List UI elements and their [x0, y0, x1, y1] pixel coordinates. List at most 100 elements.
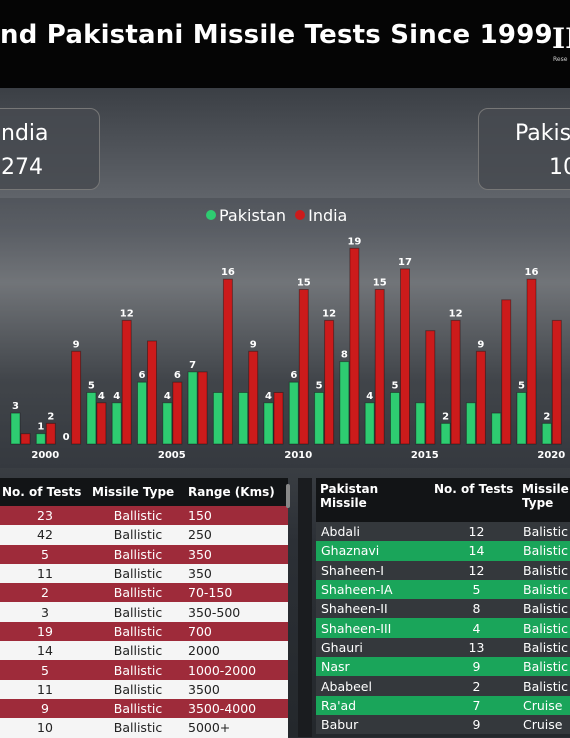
col-header-type[interactable]: Missile Type: [518, 478, 570, 522]
table-row[interactable]: 10 Ballistic 5000+: [0, 718, 288, 738]
table-row[interactable]: Babur 9 Cruise: [316, 714, 570, 735]
table-row[interactable]: Ghauri 13 Balistic: [316, 637, 570, 658]
data-label: 1: [37, 422, 44, 433]
table-cell: Nasr: [316, 657, 430, 677]
data-label: 15: [373, 278, 387, 289]
logo-subtitle: Rese: [553, 56, 568, 63]
pakistan-bar-2006[interactable]: [187, 371, 198, 445]
table-row[interactable]: 11 Ballistic 3500: [0, 679, 288, 699]
table-row[interactable]: Shaheen-IA 5 Balistic: [316, 579, 570, 600]
india-bar-2012[interactable]: [349, 247, 360, 445]
table-row[interactable]: 5 Ballistic 350: [0, 544, 288, 564]
india-bar-2017[interactable]: [475, 350, 486, 445]
india-bar-2011[interactable]: [324, 319, 335, 445]
table-row[interactable]: Ababeel 2 Balistic: [316, 676, 570, 696]
table-cell: 5: [0, 660, 88, 680]
india-bar-2010[interactable]: [298, 289, 309, 445]
table-cell: Ballistic: [88, 660, 184, 680]
table-cell: 9: [0, 698, 88, 719]
india-bar-2003[interactable]: [121, 319, 132, 445]
table-row[interactable]: 11 Ballistic 350: [0, 563, 288, 584]
pakistan-bar-2008[interactable]: [238, 392, 249, 445]
table-row[interactable]: 23 Ballistic 150: [0, 506, 288, 526]
data-label: 7: [189, 360, 196, 371]
india-bar-2001[interactable]: [71, 350, 82, 445]
data-label: 6: [174, 370, 181, 381]
pakistan-bar-2015[interactable]: [415, 402, 426, 445]
table-row[interactable]: 14 Ballistic 2000: [0, 641, 288, 661]
data-label: 9: [477, 339, 484, 350]
table-cell: Balistic: [518, 637, 570, 658]
x-tick-label: 2020: [537, 450, 565, 461]
pakistan-bar-2002[interactable]: [86, 392, 97, 445]
data-label: 12: [322, 308, 336, 319]
table-row[interactable]: Abdali 12 Balistic: [316, 522, 570, 542]
table-cell: Ballistic: [88, 621, 184, 642]
table-row[interactable]: 3 Ballistic 350-500: [0, 602, 288, 622]
pakistan-bar-2012[interactable]: [339, 361, 350, 445]
table-cell: Balistic: [518, 657, 570, 677]
table-row[interactable]: Shaheen-III 4 Balistic: [316, 618, 570, 638]
india-bar-1999[interactable]: [20, 433, 31, 445]
india-bar-2002[interactable]: [96, 402, 107, 445]
data-label: 2: [543, 411, 550, 422]
table-row[interactable]: 2 Ballistic 70-150: [0, 583, 288, 603]
india-bar-2013[interactable]: [374, 289, 385, 445]
table-row[interactable]: Shaheen-I 12 Balistic: [316, 560, 570, 580]
table-cell: Balistic: [518, 618, 570, 638]
india-bar-2008[interactable]: [248, 350, 259, 445]
pakistan-bar-1999[interactable]: [10, 412, 21, 445]
table-cell: 4: [430, 618, 518, 638]
india-bar-2018[interactable]: [501, 299, 512, 445]
india-bar-2009[interactable]: [273, 392, 284, 445]
india-bar-2006[interactable]: [197, 371, 208, 445]
pakistan-bar-2013[interactable]: [364, 402, 375, 445]
india-bar-2020[interactable]: [551, 319, 562, 445]
col-header-type[interactable]: Missile Type: [88, 478, 184, 506]
pakistan-bar-2018[interactable]: [491, 412, 502, 445]
table-cell: 9: [430, 714, 518, 735]
india-bar-2016[interactable]: [450, 319, 461, 445]
table-cell: Balistic: [518, 522, 570, 542]
pakistan-bar-2020[interactable]: [541, 422, 552, 445]
table-row[interactable]: Nasr 9 Balistic: [316, 657, 570, 677]
pakistan-bar-2003[interactable]: [111, 402, 122, 445]
table-cell: 3500-4000: [184, 698, 288, 719]
col-header-tests[interactable]: No. of Tests: [0, 478, 88, 506]
pakistan-bar-2005[interactable]: [162, 402, 173, 445]
col-header-range[interactable]: Range (Kms): [184, 478, 288, 506]
india-bar-2014[interactable]: [400, 268, 410, 445]
pakistan-bar-2014[interactable]: [390, 392, 400, 445]
india-bar-2005[interactable]: [172, 381, 183, 445]
pakistan-bar-2004[interactable]: [137, 381, 147, 445]
india-bar-2004[interactable]: [147, 340, 157, 445]
pakistan-bar-2007[interactable]: [212, 392, 223, 445]
legend-pakistan: Pakistan: [219, 206, 286, 225]
india-table-scrollbar[interactable]: [286, 484, 290, 508]
pakistan-bar-2000[interactable]: [35, 433, 46, 445]
data-label: 5: [316, 381, 323, 392]
table-divider: [298, 478, 312, 737]
india-bar-2015[interactable]: [425, 330, 436, 445]
india-bar-2007[interactable]: [222, 278, 233, 445]
table-cell: 350: [184, 544, 288, 564]
pakistan-bar-2009[interactable]: [263, 402, 274, 445]
col-header-tests[interactable]: No. of Tests: [430, 478, 518, 522]
table-row[interactable]: Ghaznavi 14 Balistic: [316, 541, 570, 561]
pakistan-bar-2011[interactable]: [314, 392, 325, 445]
pakistan-bar-2019[interactable]: [516, 392, 527, 445]
pakistan-bar-2010[interactable]: [288, 381, 299, 445]
india-bar-2019[interactable]: [526, 278, 537, 445]
pakistan-bar-2017[interactable]: [465, 402, 476, 445]
table-cell: 12: [430, 560, 518, 580]
table-row[interactable]: 19 Ballistic 700: [0, 621, 288, 642]
col-header-missile[interactable]: Pakistan Missile: [316, 478, 430, 522]
table-row[interactable]: Ra'ad 7 Cruise: [316, 695, 570, 715]
pakistan-bar-2016[interactable]: [440, 422, 451, 445]
table-row[interactable]: 5 Ballistic 1000-2000: [0, 660, 288, 680]
table-row[interactable]: 42 Ballistic 250: [0, 525, 288, 545]
table-row[interactable]: 9 Ballistic 3500-4000: [0, 698, 288, 719]
india-bar-2000[interactable]: [45, 422, 56, 445]
table-row[interactable]: Shaheen-II 8 Balistic: [316, 599, 570, 619]
